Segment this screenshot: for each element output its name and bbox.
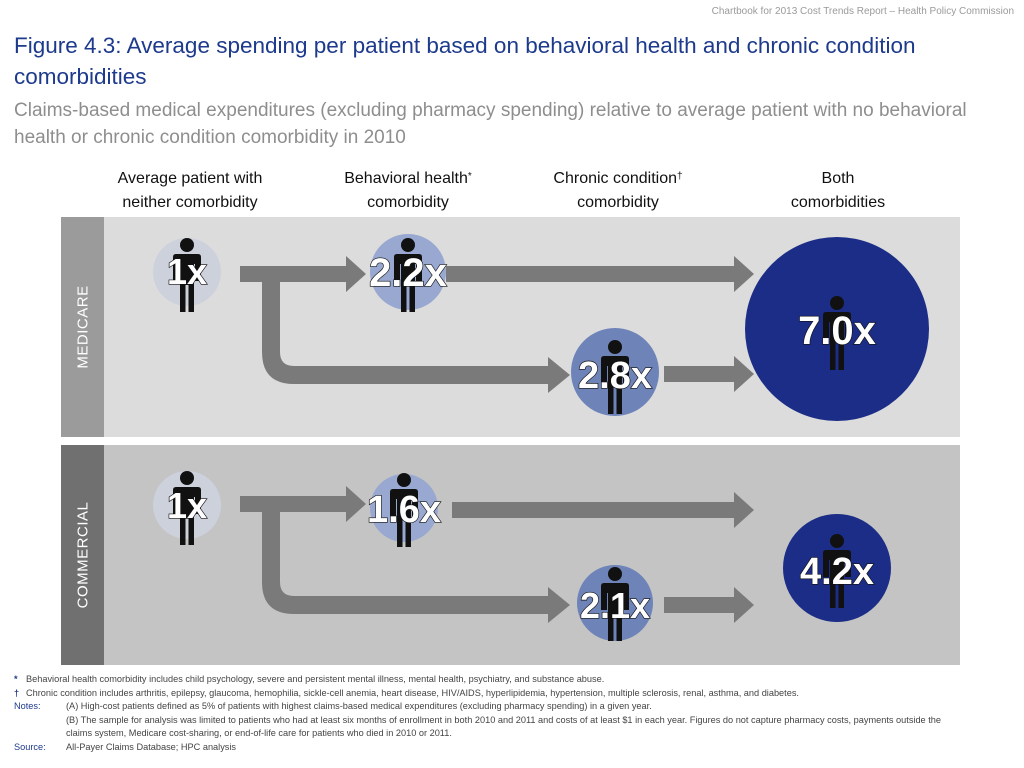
commercial-neither-node: 1x (153, 471, 221, 545)
commercial-side-bar (61, 445, 104, 665)
commercial-arrows (240, 486, 754, 623)
notes-a: Notes: (A) High-cost patients defined as… (14, 700, 1014, 714)
arrow-behavioral-to-both (446, 256, 754, 292)
commercial-both-node: 4.2x (783, 514, 891, 622)
arrow-behavioral-to-both (452, 492, 754, 528)
commercial-behavioral-multiplier: 1.6x (367, 489, 441, 531)
figure-subtitle: Claims-based medical expenditures (exclu… (14, 100, 967, 148)
commercial-behavioral-node: 1.6x (366, 473, 442, 547)
footnotes: * Behavioral health comorbidity includes… (14, 673, 1014, 755)
column-header-chronic-line2: comorbidity (577, 194, 659, 211)
medicare-behavioral-node: 2.2x (368, 234, 448, 312)
column-header-neither-line1: Average patient with (117, 170, 263, 187)
medicare-neither-node: 1x (153, 238, 221, 312)
commercial-chronic-multiplier: 2.1x (580, 585, 650, 626)
source-label: Source: (14, 741, 46, 752)
column-header-behavioral-line1: Behavioral health (344, 170, 468, 187)
medicare-neither-multiplier: 1x (167, 251, 207, 292)
arrow-neither-to-behavioral (240, 486, 366, 522)
column-header-chronic-line1: Chronic condition (553, 170, 678, 187)
chronic-footnote-mark: † (677, 171, 683, 182)
footnote-behavioral-mark: * (14, 674, 18, 684)
arrow-chronic-to-both (664, 587, 754, 623)
arrow-neither-to-behavioral (240, 256, 366, 292)
source-text: All-Payer Claims Database; HPC analysis (66, 741, 237, 752)
footnote-chronic: † Chronic condition includes arthritis, … (14, 687, 1014, 701)
note-b-text: (B) The sample for analysis was limited … (66, 714, 941, 739)
notes-b: (B) The sample for analysis was limited … (14, 714, 1014, 741)
medicare-chronic-multiplier: 2.8x (578, 355, 652, 397)
report-header-note: Chartbook for 2013 Cost Trends Report – … (711, 6, 1014, 17)
footnote-behavioral: * Behavioral health comorbidity includes… (14, 673, 1014, 687)
column-header-chronic: Chronic condition† comorbidity (518, 167, 718, 215)
medicare-chronic-node: 2.8x (571, 328, 659, 416)
column-header-behavioral: Behavioral health* comorbidity (308, 167, 508, 215)
footnote-chronic-text: Chronic condition includes arthritis, ep… (26, 687, 799, 698)
commercial-chronic-node: 2.1x (577, 565, 653, 641)
arrow-chronic-to-both (664, 356, 754, 392)
figure-title: Figure 4.3: Average spending per patient… (14, 33, 916, 89)
medicare-behavioral-multiplier: 2.2x (369, 251, 447, 295)
footnote-behavioral-text: Behavioral health comorbidity includes c… (26, 674, 605, 684)
behavioral-footnote-mark: * (467, 171, 472, 182)
note-a-text: (A) High-cost patients defined as 5% of … (66, 701, 652, 712)
column-header-neither: Average patient with neither comorbidity (90, 167, 290, 215)
column-header-behavioral-line2: comorbidity (367, 194, 449, 211)
medicare-both-multiplier: 7.0x (798, 309, 876, 353)
notes-label: Notes: (14, 701, 41, 712)
column-header-both: Both comorbidities (738, 167, 938, 215)
notes-b-indent (14, 714, 66, 741)
medicare-arrows (240, 256, 754, 393)
medicare-side-bar (61, 217, 104, 437)
footnote-chronic-mark: † (14, 687, 20, 698)
arrow-neither-to-chronic (262, 504, 570, 623)
column-header-both-line1: Both (821, 170, 855, 187)
arrow-neither-to-chronic (262, 274, 570, 393)
medicare-both-node: 7.0x (745, 237, 929, 421)
source-row: Source: All-Payer Claims Database; HPC a… (14, 741, 1014, 755)
commercial-both-multiplier: 4.2x (800, 551, 874, 593)
column-header-neither-line2: neither comorbidity (122, 194, 258, 211)
commercial-neither-multiplier: 1x (167, 485, 207, 526)
column-header-both-line2: comorbidities (790, 194, 886, 211)
